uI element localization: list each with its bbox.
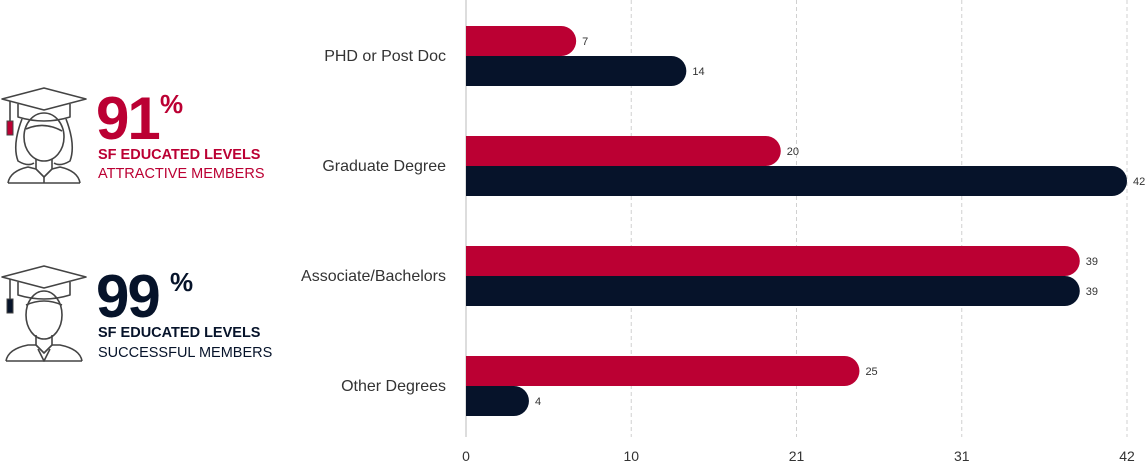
x-tick-label: 31 xyxy=(954,448,970,464)
data-label: 39 xyxy=(1086,256,1098,268)
data-label: 20 xyxy=(787,146,799,158)
data-label: 4 xyxy=(535,396,541,408)
category-label: PHD or Post Doc xyxy=(324,48,446,65)
category-label: Associate/Bachelors xyxy=(301,268,446,285)
bar-successful xyxy=(466,56,687,86)
x-tick-label: 0 xyxy=(462,448,470,464)
data-label: 39 xyxy=(1086,286,1098,298)
bar-attractive xyxy=(466,136,781,166)
data-label: 7 xyxy=(582,36,588,48)
bar-attractive xyxy=(466,246,1080,276)
bar-attractive xyxy=(466,356,860,386)
bar-successful xyxy=(466,166,1127,196)
x-tick-label: 21 xyxy=(789,448,805,464)
successful-stat-subheading: SUCCESSFUL MEMBERS xyxy=(98,345,273,361)
graduate-man-icon xyxy=(1,265,87,362)
category-label: Other Degrees xyxy=(341,378,446,395)
attractive-stat-heading: SF EDUCATED LEVELS xyxy=(98,147,261,163)
attractive-percent-sign: % xyxy=(160,89,184,119)
attractive-stat-subheading: ATTRACTIVE MEMBERS xyxy=(98,166,265,182)
data-label: 25 xyxy=(865,366,877,378)
category-label: Graduate Degree xyxy=(322,158,446,175)
bar-attractive xyxy=(466,26,577,56)
attractive-percent: 91 xyxy=(96,85,161,152)
successful-percent-sign: % xyxy=(170,267,194,297)
attractive-members-stat: 91 % SF EDUCATED LEVELS ATTRACTIVE MEMBE… xyxy=(0,85,290,195)
bar-successful xyxy=(466,386,529,416)
graduate-woman-icon xyxy=(1,87,87,184)
bar-successful xyxy=(466,276,1080,306)
successful-stat-heading: SF EDUCATED LEVELS xyxy=(98,325,261,341)
data-label: 14 xyxy=(692,66,704,78)
x-tick-label: 42 xyxy=(1119,448,1135,464)
successful-percent: 99 xyxy=(96,263,161,330)
successful-members-stat: 99 % SF EDUCATED LEVELS SUCCESSFUL MEMBE… xyxy=(0,263,290,373)
data-label: 42 xyxy=(1133,176,1145,188)
x-tick-label: 10 xyxy=(623,448,639,464)
